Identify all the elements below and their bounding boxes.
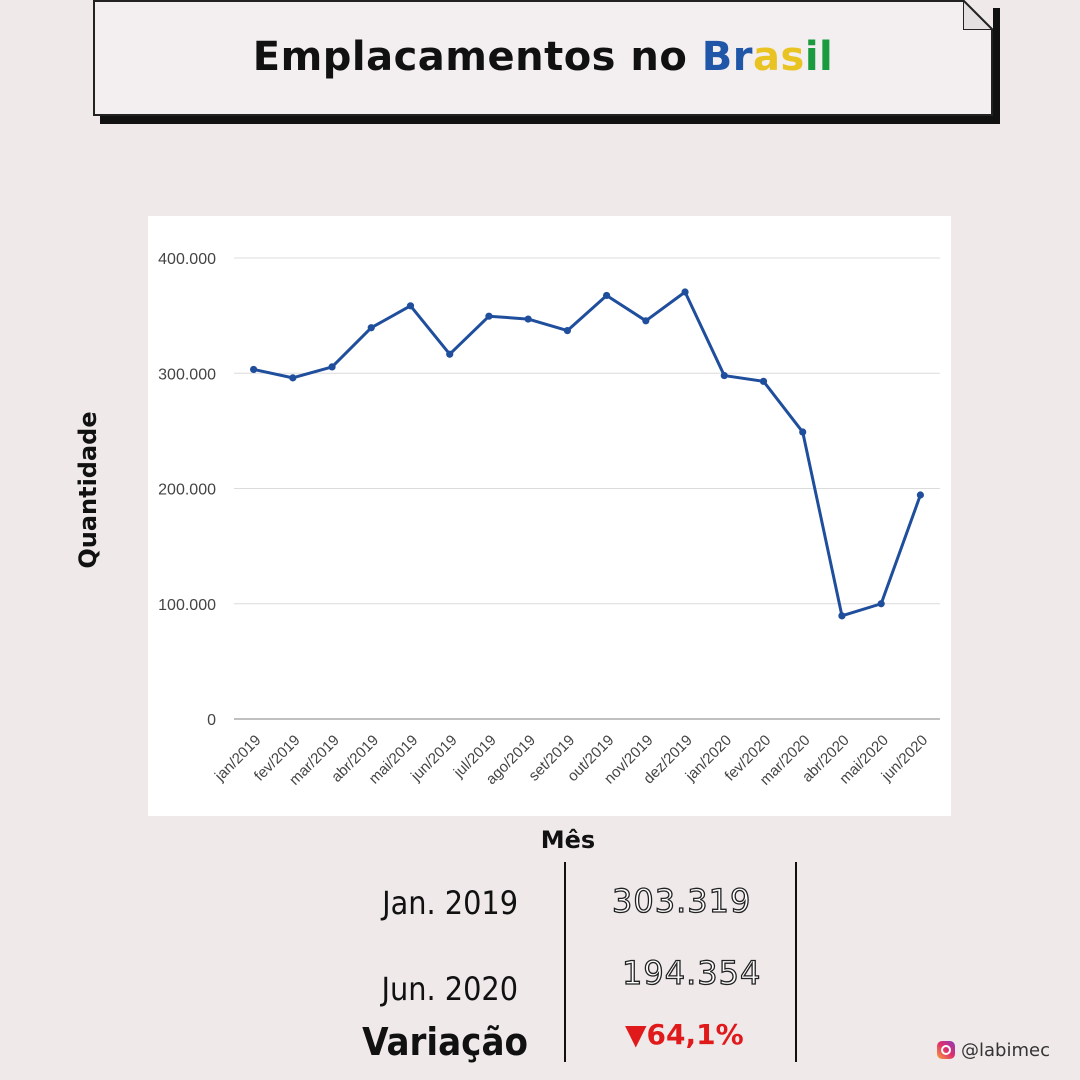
data-point-4 — [406, 302, 415, 310]
y-tick-label-1: 100.000 — [158, 597, 216, 614]
chart-svg: 0100.000200.000300.000400.000jan/2019fev… — [158, 251, 940, 789]
row2-value: 194.354 — [621, 953, 762, 992]
y-tick-label-0: 0 — [207, 712, 216, 729]
title-card — [93, 0, 993, 116]
data-point-15 — [838, 612, 846, 620]
row3-label: Variação — [362, 1020, 528, 1064]
y-axis-label: Quantidade — [74, 411, 102, 569]
instagram-icon — [937, 1041, 955, 1059]
data-point-16 — [877, 600, 885, 608]
title-brand-part-3: il — [804, 34, 834, 80]
data-point-2 — [328, 363, 336, 371]
data-point-13 — [759, 377, 768, 385]
line-chart: 0 100.000 200.000 300.000 400.000 jan/2019 fev… — [148, 216, 951, 816]
data-point-17 — [916, 491, 924, 499]
page-title: Emplacamentos no Brasil — [93, 34, 993, 80]
page-fold-icon — [963, 0, 993, 30]
data-point-1 — [289, 374, 297, 382]
x-axis-label: Mês — [540, 826, 596, 854]
data-point-3 — [367, 324, 375, 332]
y-tick-label-4: 400.000 — [158, 251, 216, 268]
data-point-0 — [250, 365, 258, 374]
table-divider-right — [795, 862, 797, 1062]
data-point-14 — [799, 428, 807, 436]
data-point-10 — [642, 317, 650, 325]
data-point-12 — [720, 371, 728, 380]
variation-value: ▼64,1% — [625, 1018, 744, 1051]
row1-value: 303.319 — [611, 881, 752, 920]
social-handle-text: @labimec — [961, 1040, 1050, 1061]
data-point-7 — [524, 315, 532, 323]
data-point-11 — [681, 288, 689, 296]
table-divider-left — [564, 862, 566, 1062]
social-handle[interactable]: @labimec — [937, 1040, 1050, 1061]
row1-label: Jan. 2019 — [382, 884, 518, 922]
title-prefix: Emplacamentos no — [252, 34, 702, 80]
title-brand-part-2: as — [753, 34, 805, 80]
y-tick-label-3: 300.000 — [158, 366, 216, 383]
data-point-8 — [563, 327, 571, 335]
series-line-0 — [253, 290, 922, 618]
data-point-5 — [446, 350, 454, 358]
data-point-9 — [603, 291, 611, 300]
y-tick-label-2: 200.000 — [158, 482, 216, 499]
data-point-6 — [485, 312, 493, 320]
title-brand-part-1: Br — [701, 34, 754, 80]
row2-label: Jun. 2020 — [381, 970, 518, 1008]
